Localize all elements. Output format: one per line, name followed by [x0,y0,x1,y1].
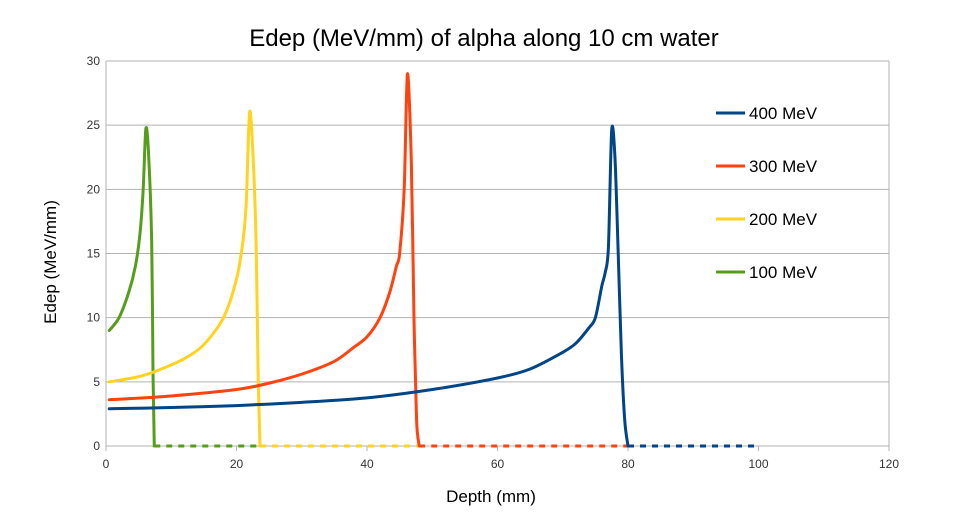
x-tick-label: 60 [491,457,505,471]
series-line-400-mev [107,124,630,448]
y-tick-label: 20 [87,182,101,196]
series-line-100-mev [107,126,156,448]
y-tick-label: 10 [87,311,101,325]
x-tick-label: 0 [103,457,110,471]
legend-label-100-mev: 100 MeV [749,263,818,282]
series-line-200-mev [107,109,262,448]
x-tick-label: 100 [748,457,768,471]
y-tick-label: 0 [93,439,100,453]
y-tick-label: 5 [93,375,100,389]
x-tick-label: 20 [230,457,244,471]
y-tick-label: 15 [87,247,101,261]
grid [106,60,890,447]
legend-label-400-mev: 400 MeV [749,104,818,123]
chart-title: Edep (MeV/mm) of alpha along 10 cm water [249,25,719,52]
x-tick-label: 40 [360,457,374,471]
x-tick-label: 80 [621,457,635,471]
x-tick-label: 120 [879,457,899,471]
y-tick-label: 25 [87,118,101,132]
y-tick-label: 30 [87,54,101,68]
series-group [107,72,759,448]
x-axis-title: Depth (mm) [446,487,536,506]
y-axis-title: Edep (MeV/mm) [41,200,60,324]
legend: 400 MeV 300 MeV 200 MeV 100 MeV [716,104,818,282]
legend-label-300-mev: 300 MeV [749,157,818,176]
series-line-300-mev [107,72,421,448]
axes: 0 5 10 15 20 25 30 0 20 40 60 80 100 120 [87,54,900,471]
legend-label-200-mev: 200 MeV [749,210,818,229]
